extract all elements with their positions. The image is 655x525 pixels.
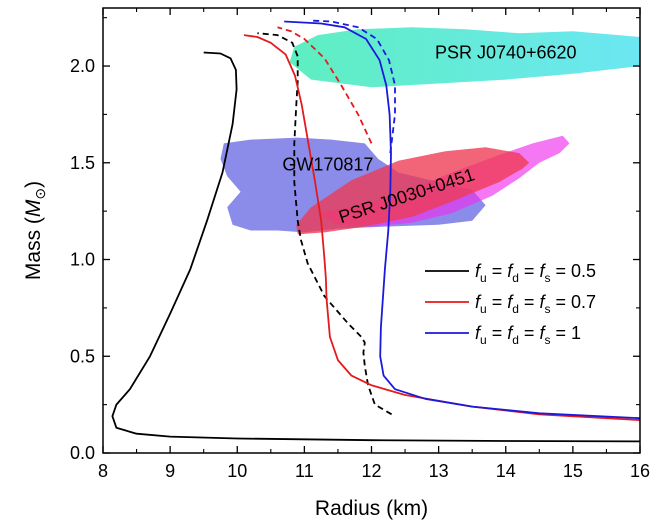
y-axis-title-symbol: M bbox=[22, 199, 45, 217]
curve-dashed-0 bbox=[257, 32, 393, 416]
y-axis-title: Mass (M⊙) bbox=[22, 181, 48, 280]
x-tick-label: 16 bbox=[630, 461, 650, 481]
region-psr-j0030-0451 bbox=[296, 147, 530, 235]
x-tick-label: 8 bbox=[98, 461, 108, 481]
curve-dashed-2 bbox=[311, 19, 396, 154]
curve-solid-1 bbox=[243, 34, 640, 421]
legend-entry-1: fu = fd = fs = 0.7 bbox=[475, 292, 596, 316]
x-tick-label: 10 bbox=[227, 461, 247, 481]
x-tick-label: 12 bbox=[361, 461, 381, 481]
legend-entry-0: fu = fd = fs = 0.5 bbox=[475, 261, 596, 285]
y-tick-label: 0.5 bbox=[70, 346, 95, 366]
y-axis-title-subscript: ⊙ bbox=[32, 188, 48, 200]
legend-entry-2: fu = fd = fs = 1 bbox=[475, 323, 581, 347]
x-tick-label: 14 bbox=[496, 461, 516, 481]
y-tick-label: 1.5 bbox=[70, 153, 95, 173]
region-label-1: GW170817 bbox=[282, 155, 373, 175]
y-tick-label: 0.0 bbox=[70, 443, 95, 463]
region-psr-j0740-6620 bbox=[289, 27, 640, 88]
curve-solid-2 bbox=[284, 20, 640, 420]
x-tick-label: 9 bbox=[165, 461, 175, 481]
region-label-0: PSR J0740+6620 bbox=[435, 42, 577, 62]
y-tick-label: 2.0 bbox=[70, 56, 95, 76]
constraint-regions bbox=[220, 27, 640, 235]
x-tick-label: 15 bbox=[563, 461, 583, 481]
axis-ticks: 8 9 10 11 12 13 14 15 16 0.0 0.5 1.0 1.5 2.0 bbox=[70, 8, 650, 481]
mass-radius-curves bbox=[111, 19, 640, 443]
legend: fu = fd = fs = 0.5 fu = fd = fs = 0.7 fu =… bbox=[425, 261, 596, 347]
y-axis-title-suffix: ) bbox=[22, 181, 45, 188]
x-tick-label: 11 bbox=[295, 461, 314, 481]
curve-dashed-1 bbox=[277, 26, 373, 144]
x-axis-title: Radius (km) bbox=[315, 497, 428, 520]
y-tick-label: 1.0 bbox=[70, 250, 95, 270]
y-axis-title-prefix: Mass ( bbox=[22, 217, 45, 280]
curve-solid-0 bbox=[111, 51, 640, 443]
x-tick-label: 13 bbox=[429, 461, 449, 481]
